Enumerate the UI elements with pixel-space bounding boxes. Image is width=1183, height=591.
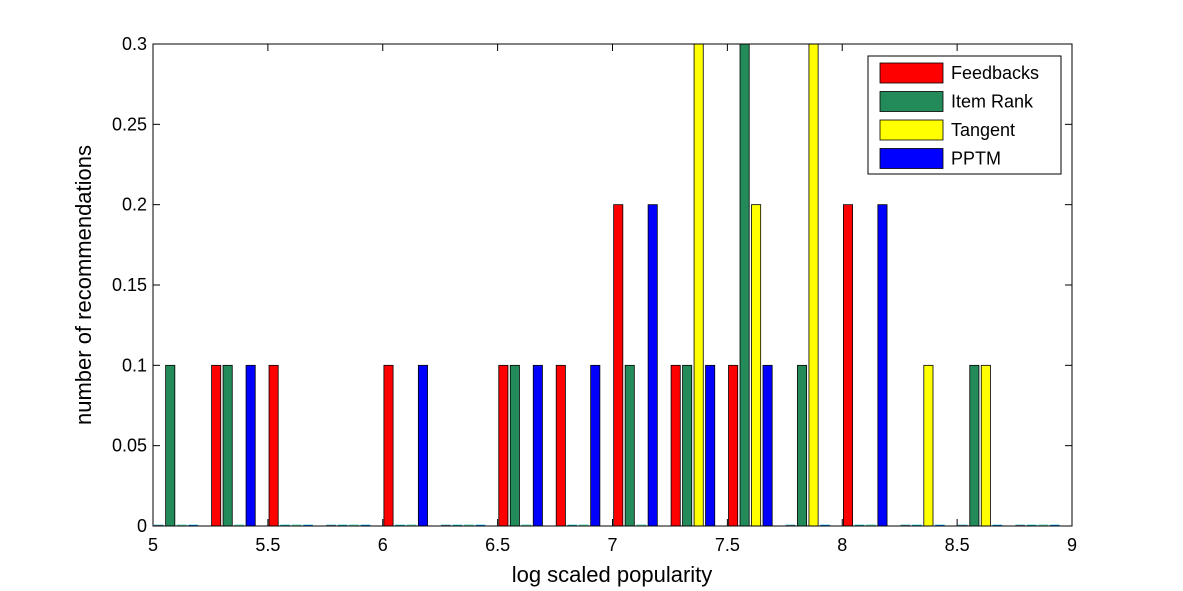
bar-feedbacks-12 (843, 204, 853, 527)
bar-pptm-12 (877, 204, 888, 527)
legend-label-tangent: Tangent (951, 120, 1015, 140)
legend-swatch-item-rank (879, 91, 944, 112)
legend-swatch-feedbacks (879, 62, 944, 84)
x-tick-label: 5.5 (255, 535, 280, 555)
legend: Feedbacks Item Rank Tangent PPTM (867, 55, 1062, 175)
bar-item-rank-0 (165, 364, 176, 527)
bar-feedbacks-4 (383, 364, 394, 527)
y-tick-label: 0.3 (122, 34, 147, 54)
x-tick-label: 7.5 (715, 535, 740, 555)
bar-item-rank-8 (624, 364, 635, 527)
bar-pptm-4 (417, 364, 428, 527)
bar-pptm-6 (532, 364, 543, 527)
x-tick-label: 6 (378, 535, 388, 555)
y-tick-label: 0.25 (112, 114, 147, 134)
y-tick-label: 0.15 (112, 275, 147, 295)
x-tick-label: 7 (607, 535, 617, 555)
bar-item-rank-10 (739, 43, 750, 527)
x-tick-label: 9 (1067, 535, 1077, 555)
x-tick-label: 5 (148, 535, 158, 555)
bar-item-rank-9 (682, 364, 693, 527)
bars-layer (153, 43, 1060, 527)
bar-pptm-8 (647, 204, 658, 527)
legend-swatch-tangent (879, 119, 944, 141)
legend-label-feedbacks: Feedbacks (951, 63, 1039, 83)
legend-label-pptm: PPTM (951, 149, 1001, 169)
bar-tangent-14 (980, 364, 991, 527)
y-axis-label: number of recommendations (71, 145, 96, 425)
bar-feedbacks-9 (670, 364, 681, 527)
bar-feedbacks-10 (728, 364, 739, 527)
x-tick-label: 8.5 (945, 535, 970, 555)
bar-pptm-9 (705, 364, 716, 527)
x-axis-label: log scaled popularity (512, 562, 713, 587)
bar-tangent-9 (693, 43, 704, 527)
x-axis-ticks: 5 5.5 6 6.5 7 7.5 8 8.5 9 (148, 44, 1077, 555)
bar-pptm-10 (762, 364, 773, 527)
bar-feedbacks-7 (555, 364, 566, 527)
x-tick-label: 8 (837, 535, 847, 555)
bar-pptm-7 (590, 364, 601, 527)
y-tick-label: 0.2 (122, 195, 147, 215)
legend-label-item-rank: Item Rank (951, 92, 1034, 112)
bar-feedbacks-8 (613, 204, 624, 527)
bar-feedbacks-1 (211, 364, 222, 527)
x-tick-label: 6.5 (485, 535, 510, 555)
y-tick-label: 0.1 (122, 355, 147, 375)
legend-swatch-pptm (879, 148, 944, 169)
bar-item-rank-11 (797, 364, 808, 527)
bar-item-rank-6 (509, 364, 520, 527)
bar-pptm-1 (245, 364, 256, 527)
y-tick-label: 0.05 (112, 436, 147, 456)
bar-feedbacks-6 (498, 364, 509, 527)
bar-tangent-10 (751, 204, 762, 527)
y-tick-label: 0 (137, 516, 147, 536)
y-axis-ticks: 0 0.05 0.1 0.15 0.2 0.25 0.3 (112, 34, 1072, 536)
bar-feedbacks-2 (268, 364, 279, 527)
bar-item-rank-14 (969, 364, 980, 527)
bar-item-rank-1 (222, 364, 233, 527)
bar-tangent-13 (923, 364, 934, 527)
bar-tangent-11 (808, 43, 819, 527)
